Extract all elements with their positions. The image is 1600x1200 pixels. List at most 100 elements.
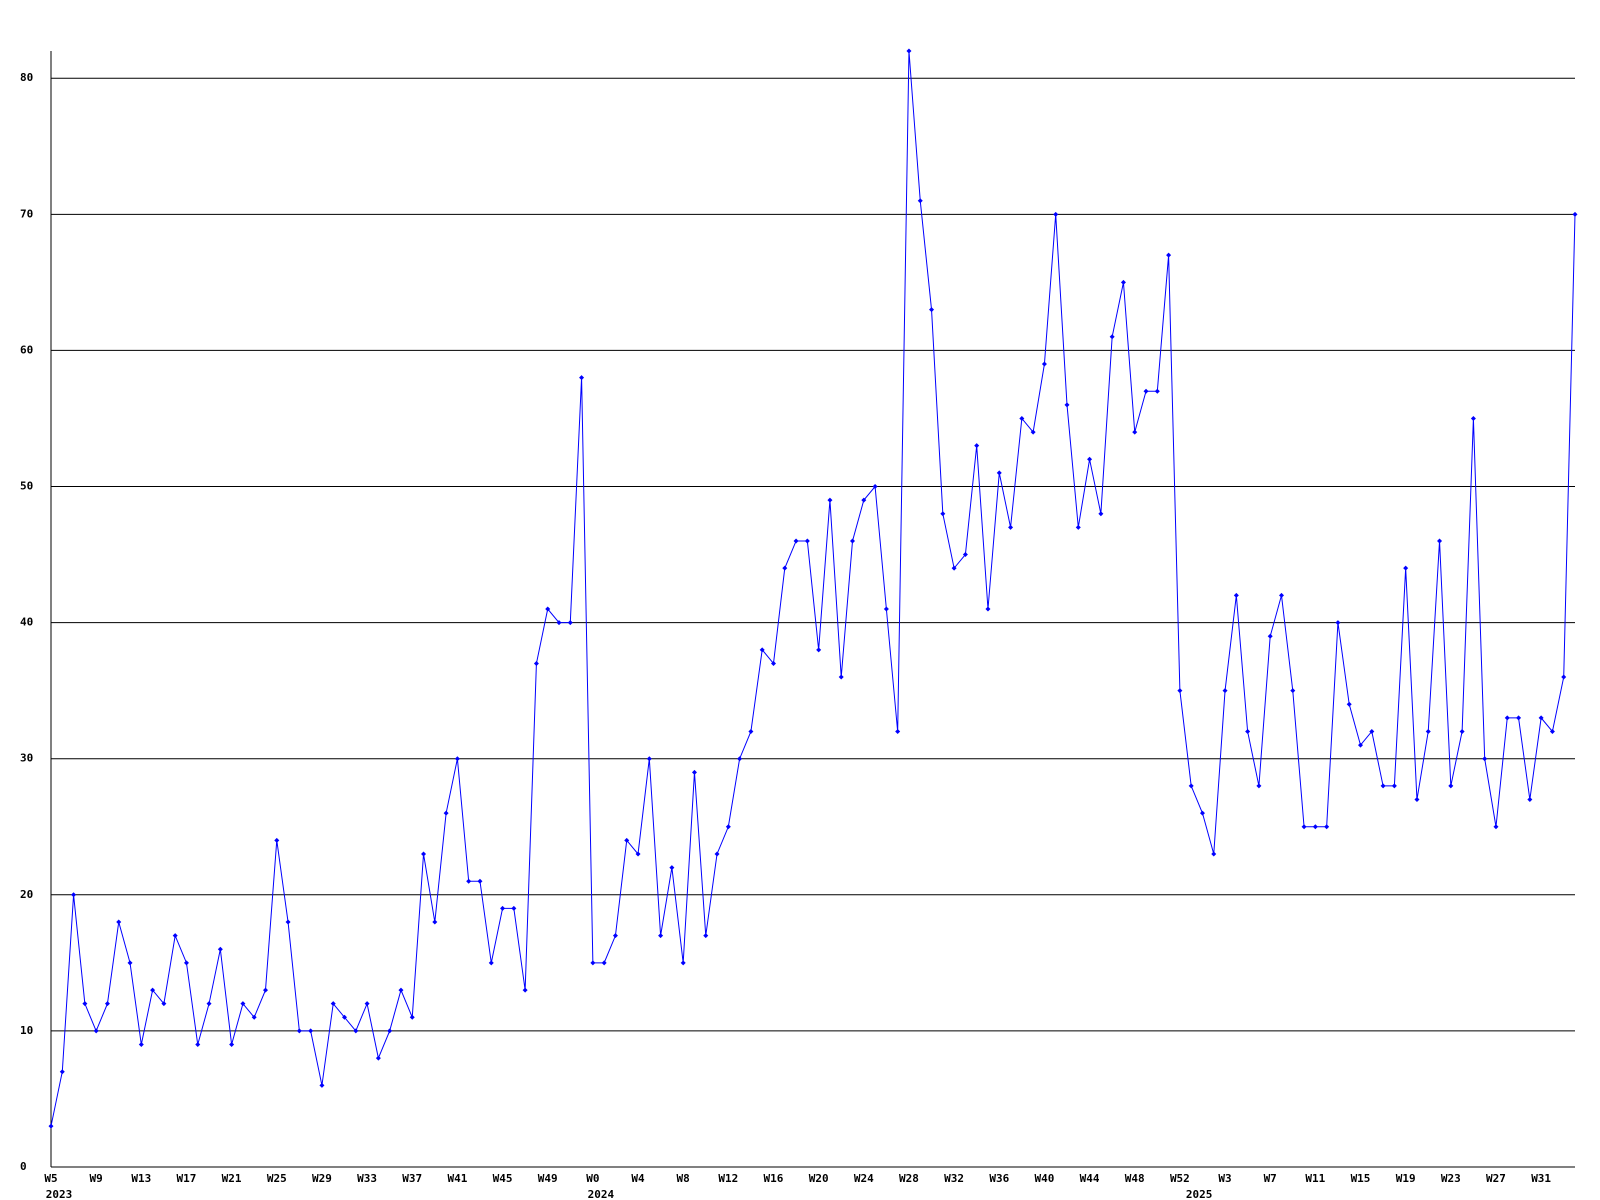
- point: [477, 878, 483, 884]
- y-tick-label: 20: [20, 888, 33, 901]
- point: [1572, 211, 1578, 217]
- x-tick-label: W52: [1170, 1172, 1190, 1185]
- x-tick-label: W28: [899, 1172, 919, 1185]
- point: [1098, 511, 1104, 517]
- point: [308, 1028, 314, 1034]
- point: [1143, 388, 1149, 394]
- point: [251, 1014, 257, 1020]
- point: [601, 960, 607, 966]
- point: [759, 647, 765, 653]
- x-tick-label: W7: [1264, 1172, 1277, 1185]
- year-label: 2024: [588, 1188, 615, 1200]
- point: [714, 851, 720, 857]
- point: [375, 1055, 381, 1061]
- point: [691, 769, 697, 775]
- point: [1267, 633, 1273, 639]
- point: [929, 307, 935, 313]
- point: [296, 1028, 302, 1034]
- point: [1312, 824, 1318, 830]
- x-tick-label: W0: [586, 1172, 599, 1185]
- point: [1109, 334, 1115, 340]
- point: [195, 1042, 201, 1048]
- point: [861, 497, 867, 503]
- point: [1414, 797, 1420, 803]
- point: [421, 851, 427, 857]
- point: [1290, 688, 1296, 694]
- point: [906, 48, 912, 54]
- point: [1504, 715, 1510, 721]
- x-tick-label: W24: [854, 1172, 874, 1185]
- x-tick-label: W31: [1531, 1172, 1551, 1185]
- point: [1053, 211, 1059, 217]
- point: [443, 810, 449, 816]
- point: [1516, 715, 1522, 721]
- point: [500, 905, 506, 911]
- point: [533, 660, 539, 666]
- line: [50, 50, 1576, 1127]
- point: [974, 443, 980, 449]
- x-tick-label: W11: [1305, 1172, 1325, 1185]
- point: [658, 933, 664, 939]
- point: [567, 620, 573, 626]
- point: [319, 1082, 325, 1088]
- point: [883, 606, 889, 612]
- point: [127, 960, 133, 966]
- point: [1064, 402, 1070, 408]
- point: [1470, 415, 1476, 421]
- point: [646, 756, 652, 762]
- point: [398, 987, 404, 993]
- point: [669, 865, 675, 871]
- point: [262, 987, 268, 993]
- point: [827, 497, 833, 503]
- x-tick-label: W37: [402, 1172, 422, 1185]
- point: [1120, 279, 1126, 285]
- point: [150, 987, 156, 993]
- x-tick-label: W12: [718, 1172, 738, 1185]
- point: [1233, 592, 1239, 598]
- y-tick-label: 40: [20, 616, 33, 629]
- x-tick-label: W36: [989, 1172, 1009, 1185]
- point: [342, 1014, 348, 1020]
- point: [48, 1123, 54, 1129]
- point: [624, 837, 630, 843]
- point: [985, 606, 991, 612]
- point: [838, 674, 844, 680]
- point: [59, 1069, 65, 1075]
- point: [285, 919, 291, 925]
- point: [1199, 810, 1205, 816]
- point: [872, 484, 878, 490]
- point: [1154, 388, 1160, 394]
- x-tick-label: W13: [131, 1172, 151, 1185]
- point: [793, 538, 799, 544]
- point: [274, 837, 280, 843]
- point: [104, 1001, 110, 1007]
- x-tick-label: W21: [222, 1172, 242, 1185]
- point: [1391, 783, 1397, 789]
- x-tick-label: W4: [631, 1172, 645, 1185]
- point: [579, 375, 585, 381]
- point: [1346, 701, 1352, 707]
- point: [466, 878, 472, 884]
- point: [409, 1014, 415, 1020]
- point: [1301, 824, 1307, 830]
- point: [1211, 851, 1217, 857]
- point: [748, 728, 754, 734]
- point: [1132, 429, 1138, 435]
- point: [770, 660, 776, 666]
- y-tick-label: 70: [20, 207, 33, 220]
- point: [1538, 715, 1544, 721]
- y-tick-label: 0: [20, 1160, 27, 1173]
- x-tick-label: W20: [809, 1172, 829, 1185]
- x-tick-label: W33: [357, 1172, 377, 1185]
- point: [1448, 783, 1454, 789]
- point: [488, 960, 494, 966]
- point: [1075, 524, 1081, 530]
- x-tick-label: W41: [447, 1172, 467, 1185]
- x-tick-label: W49: [538, 1172, 558, 1185]
- point: [240, 1001, 246, 1007]
- point: [951, 565, 957, 571]
- point: [1459, 728, 1465, 734]
- x-tick-label: W32: [944, 1172, 964, 1185]
- point: [1166, 252, 1172, 258]
- point: [737, 756, 743, 762]
